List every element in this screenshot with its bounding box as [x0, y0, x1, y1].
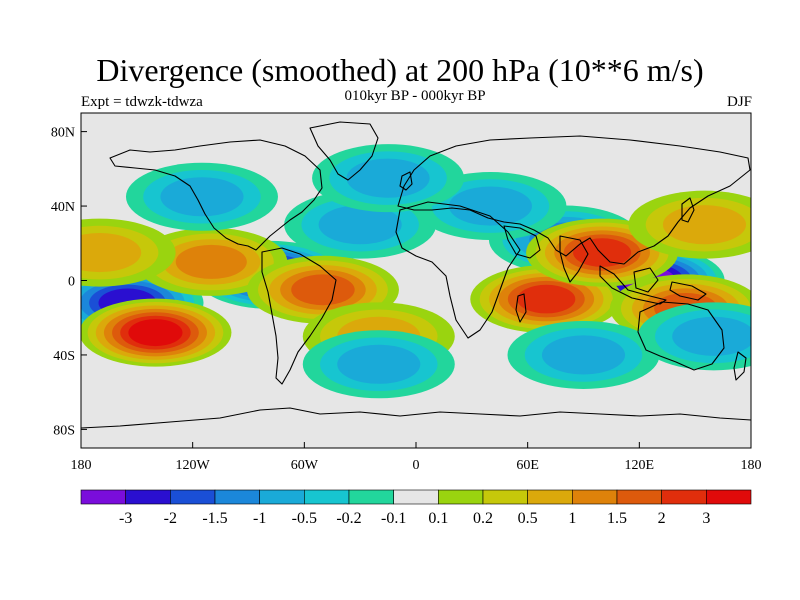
map-axes: 80N 40N 0 40S 80S 180 120W 60W 0 60E 120E 180: [51, 112, 762, 473]
colorbar-label: 0.1: [428, 510, 448, 527]
coast-australia: [637, 301, 725, 371]
colorbar-label: -0.2: [336, 510, 361, 527]
coast-north-america: [109, 139, 323, 251]
lon-tick-label: 180: [71, 458, 92, 473]
coast-arabia: [503, 225, 541, 259]
coast-japan: [681, 197, 695, 223]
experiment-label: Expt = tdwzk-tdwza: [81, 94, 203, 110]
field-contour-15-2: [160, 177, 244, 217]
field-contour-18-2: [541, 335, 626, 375]
lon-tick-label: 180: [741, 458, 762, 473]
field-contour-9-5: [517, 284, 576, 314]
coast-borneo: [633, 267, 659, 293]
lon-tick-label: 120W: [176, 458, 211, 473]
field-contour-6-6: [128, 319, 183, 347]
colorbar-label: -1: [253, 510, 266, 527]
coast-britain: [399, 171, 413, 191]
lon-tick-label: 60E: [516, 458, 539, 473]
field-contour-4-2: [318, 205, 402, 245]
colorbar-swatch: [214, 489, 260, 505]
colorbar-label: 2: [658, 510, 666, 527]
colorbar-swatch: [348, 489, 394, 505]
coast-new-zealand: [733, 351, 747, 381]
lon-tick-label: 60W: [291, 458, 319, 473]
colorbar-label: -3: [119, 510, 132, 527]
coast-eurasia: [397, 135, 751, 265]
colorbar-swatch: [170, 489, 216, 505]
coast-south-america: [261, 247, 337, 385]
coast-antarctica: [81, 407, 751, 429]
field-contour-5-2: [448, 186, 532, 226]
colorbar-label: 0.5: [518, 510, 538, 527]
colorbar-swatch: [616, 489, 662, 505]
divergence-field: [81, 113, 751, 448]
field-contour-19-2: [672, 316, 751, 356]
field-contour-12-2: [81, 233, 142, 273]
colorbar-label: 0.2: [473, 510, 493, 527]
coastlines: [81, 121, 751, 429]
colorbar-label: -0.1: [381, 510, 406, 527]
colorbar-swatch: [661, 489, 707, 505]
colorbar-swatch: [527, 489, 573, 505]
field-contour-17-2: [337, 344, 421, 384]
lat-tick-label: 40S: [53, 349, 75, 364]
colorbar-label: -0.5: [292, 510, 317, 527]
colorbar-label: -1.5: [202, 510, 227, 527]
colorbar: -3 -2 -1.5 -1 -0.5 -0.2 -0.1 0.1 0.2 0.5 1 1.5 2 3: [80, 489, 752, 527]
lon-tick-label: 0: [413, 458, 420, 473]
plot-title: Divergence (smoothed) at 200 hPa (10**6 …: [96, 52, 704, 88]
colorbar-swatch: [125, 489, 171, 505]
lat-tick-label: 0: [68, 275, 75, 290]
lat-tick-label: 80N: [51, 126, 75, 141]
field-contour-14-2: [662, 205, 747, 245]
coast-africa: [395, 201, 521, 339]
colorbar-swatch: [80, 489, 126, 505]
field-contour-7-3: [175, 244, 247, 279]
colorbar-swatch: [304, 489, 350, 505]
field-contour-10-5: [573, 238, 632, 267]
colorbar-swatch: [706, 489, 752, 505]
lat-tick-label: 40N: [51, 200, 75, 215]
coast-india: [559, 235, 589, 283]
field-contour-8-4: [291, 274, 355, 306]
colorbar-swatch: [572, 489, 618, 505]
colorbar-swatch: [259, 489, 305, 505]
colorbar-label: 1: [568, 510, 576, 527]
season-label: DJF: [726, 94, 752, 110]
coast-new-guinea: [669, 281, 707, 301]
colorbar-label: 3: [702, 510, 710, 527]
field-contour-16-2: [346, 158, 430, 198]
colorbar-label: 1.5: [607, 510, 627, 527]
colorbar-swatch: [393, 489, 439, 505]
coast-greenland: [309, 121, 379, 181]
coast-madagascar: [515, 293, 527, 323]
lon-tick-label: 120E: [625, 458, 655, 473]
colorbar-swatch: [482, 489, 528, 505]
lat-tick-label: 80S: [53, 423, 75, 438]
colorbar-label: -2: [164, 510, 177, 527]
time-range-subtitle: 010kyr BP - 000kyr BP: [344, 88, 486, 104]
colorbar-swatch: [438, 489, 484, 505]
